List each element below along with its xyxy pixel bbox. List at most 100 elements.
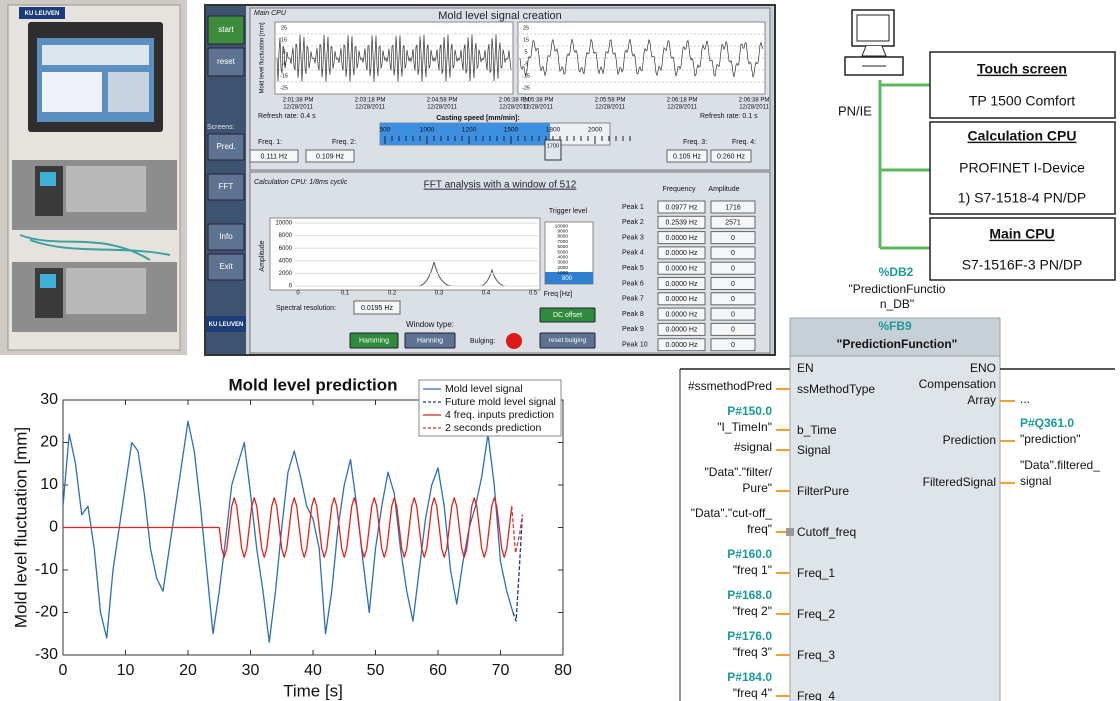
peak-label: Peak 6: [622, 280, 644, 287]
input-operand: "freq 3": [733, 645, 772, 659]
panel-label: Calculation CPU: 1/8ms cyclic: [254, 179, 348, 186]
reset-bulging-button-label[interactable]: reset bulging: [549, 337, 587, 344]
fft-tick-label: 8000: [279, 233, 293, 239]
trigger-scale-label: 9000: [557, 228, 568, 234]
freq-label: Freq. 3:: [683, 139, 707, 146]
peak-label: Peak 5: [622, 265, 644, 272]
slider-tick-label: 1500: [504, 127, 519, 134]
slider-tick-label: 1800: [546, 127, 561, 134]
x-tick-label: 10: [117, 662, 135, 679]
trigger-scale-label: 8000: [557, 234, 568, 240]
input-pin: Freq_1: [797, 566, 835, 580]
fft-tick-label: 10000: [275, 221, 292, 227]
window-label: Window type:: [406, 320, 454, 329]
y-tick-label: -10: [35, 561, 58, 578]
eno-pin: ENO: [970, 361, 996, 375]
input-operand: freq": [747, 522, 772, 536]
peak-label: Peak 8: [622, 311, 644, 318]
output-pin: Prediction: [943, 433, 996, 447]
input-operand: #ssmethodPred: [688, 379, 772, 393]
peak-amplitude: 0: [731, 266, 735, 273]
network-link: [880, 80, 930, 248]
legend-label: Future mold level signal: [445, 396, 556, 408]
reset-button-label[interactable]: reset: [217, 57, 236, 66]
input-operand: "freq 4": [733, 686, 772, 700]
input-address: P#176.0: [727, 629, 772, 643]
peak-frequency: 0.0000 Hz: [666, 266, 698, 273]
bulging-label: Bulging:: [470, 338, 495, 345]
fb-number: %FB9: [878, 319, 912, 333]
nav-button-label[interactable]: Info: [219, 232, 233, 241]
input-pin: Freq_4: [797, 689, 835, 701]
peak-amplitude: 0: [731, 311, 735, 318]
date-label: 12/28/2011: [283, 105, 313, 111]
fft-tick-label: 0.2: [388, 291, 397, 297]
nav-button-label[interactable]: Exit: [219, 262, 233, 271]
input-pin: ssMethodType: [797, 382, 875, 396]
trigger-scale-label: 5000: [557, 249, 568, 255]
signal-y-label: Mold level fluctuation [mm]: [260, 22, 266, 93]
x-axis-label: Time [s]: [283, 681, 343, 700]
spectral-label: Spectral resolution:: [276, 305, 336, 312]
input-address: P#168.0: [727, 588, 772, 602]
signal-tick-label: -5: [524, 61, 529, 67]
instance-name: "PredictionFunctio: [849, 282, 946, 296]
peak-frequency: 0.0977 Hz: [666, 204, 698, 211]
fft-x-label: Freq [Hz]: [544, 291, 573, 298]
input-operand: "freq 2": [733, 604, 772, 618]
signal-tick-label: 15: [281, 37, 287, 43]
y-axis-label: Mold level fluctuation [mm]: [11, 427, 30, 628]
freq-value: 0.109 Hz: [316, 153, 345, 160]
device-title: Main CPU: [989, 226, 1054, 242]
y-tick-label: -20: [35, 604, 58, 621]
output-operand: ...: [1020, 392, 1030, 406]
time-label: 2:04:58 PM: [427, 98, 458, 104]
nav-button-label[interactable]: Pred.: [216, 142, 235, 151]
fft-plot: [270, 218, 540, 290]
date-label: 12/28/2011: [667, 105, 697, 111]
legend-label: 4 freq. inputs prediction: [445, 409, 554, 421]
peak-amplitude: 0: [731, 281, 735, 288]
y-tick-label: 10: [40, 476, 58, 493]
device-detail: 1) S7-1518-4 PN/DP: [958, 190, 1086, 206]
screen-content: [108, 72, 149, 112]
screen-content: [42, 45, 149, 65]
trigger-scale-label: 2000: [557, 265, 568, 271]
signal-tick-label: 5: [282, 49, 285, 55]
slider-tick-label: 1000: [420, 127, 435, 134]
freq-value: 0.105 Hz: [673, 153, 702, 160]
peak-amplitude: 0: [731, 250, 735, 257]
peak-frequency: 0.0000 Hz: [666, 281, 698, 288]
hmi-title: Mold level signal creation: [438, 10, 562, 22]
x-tick-label: 30: [242, 662, 260, 679]
input-operand: Pure": [742, 481, 772, 495]
fft-tick-label: 0.3: [435, 291, 444, 297]
table-header: Frequency: [662, 186, 696, 193]
refresh-rate: Refresh rate: 0.4 s: [258, 113, 316, 120]
fft-tick-label: 0.1: [341, 291, 350, 297]
fft-tick-label: 0.4: [482, 291, 491, 297]
start-button-label[interactable]: start: [218, 25, 234, 34]
freq-value: 0.260 Hz: [717, 153, 746, 160]
figure: KU LEUVENstartresetScreens:Pred.FFTInfoE…: [0, 0, 1120, 701]
dc-offset-button-label[interactable]: DC offset: [553, 312, 582, 319]
freq-label: Freq. 2:: [332, 139, 356, 146]
device-title: Calculation CPU: [968, 128, 1077, 144]
window-button-label[interactable]: Hanning: [417, 337, 443, 344]
time-label: 2:05:38 PM: [523, 98, 554, 104]
computer-screen: [857, 15, 889, 41]
photo: [0, 0, 187, 355]
peak-frequency: 0.2539 Hz: [666, 220, 698, 227]
x-tick-label: 80: [554, 662, 572, 679]
computer-stand: [862, 46, 886, 56]
trigger-value: 800: [562, 276, 573, 282]
time-label: 2:03:18 PM: [355, 98, 386, 104]
window-button-label[interactable]: Hamming: [359, 337, 389, 344]
legend-label: 2 seconds prediction: [445, 422, 541, 434]
network-label: PN/IE: [838, 103, 872, 118]
input-operand: "Data"."filter/: [705, 465, 773, 479]
peak-frequency: 0.0000 Hz: [666, 311, 698, 318]
output-pin: FilteredSignal: [923, 475, 996, 489]
nav-button-label[interactable]: FFT: [219, 182, 234, 191]
trigger-scale-label: 3000: [557, 260, 568, 266]
